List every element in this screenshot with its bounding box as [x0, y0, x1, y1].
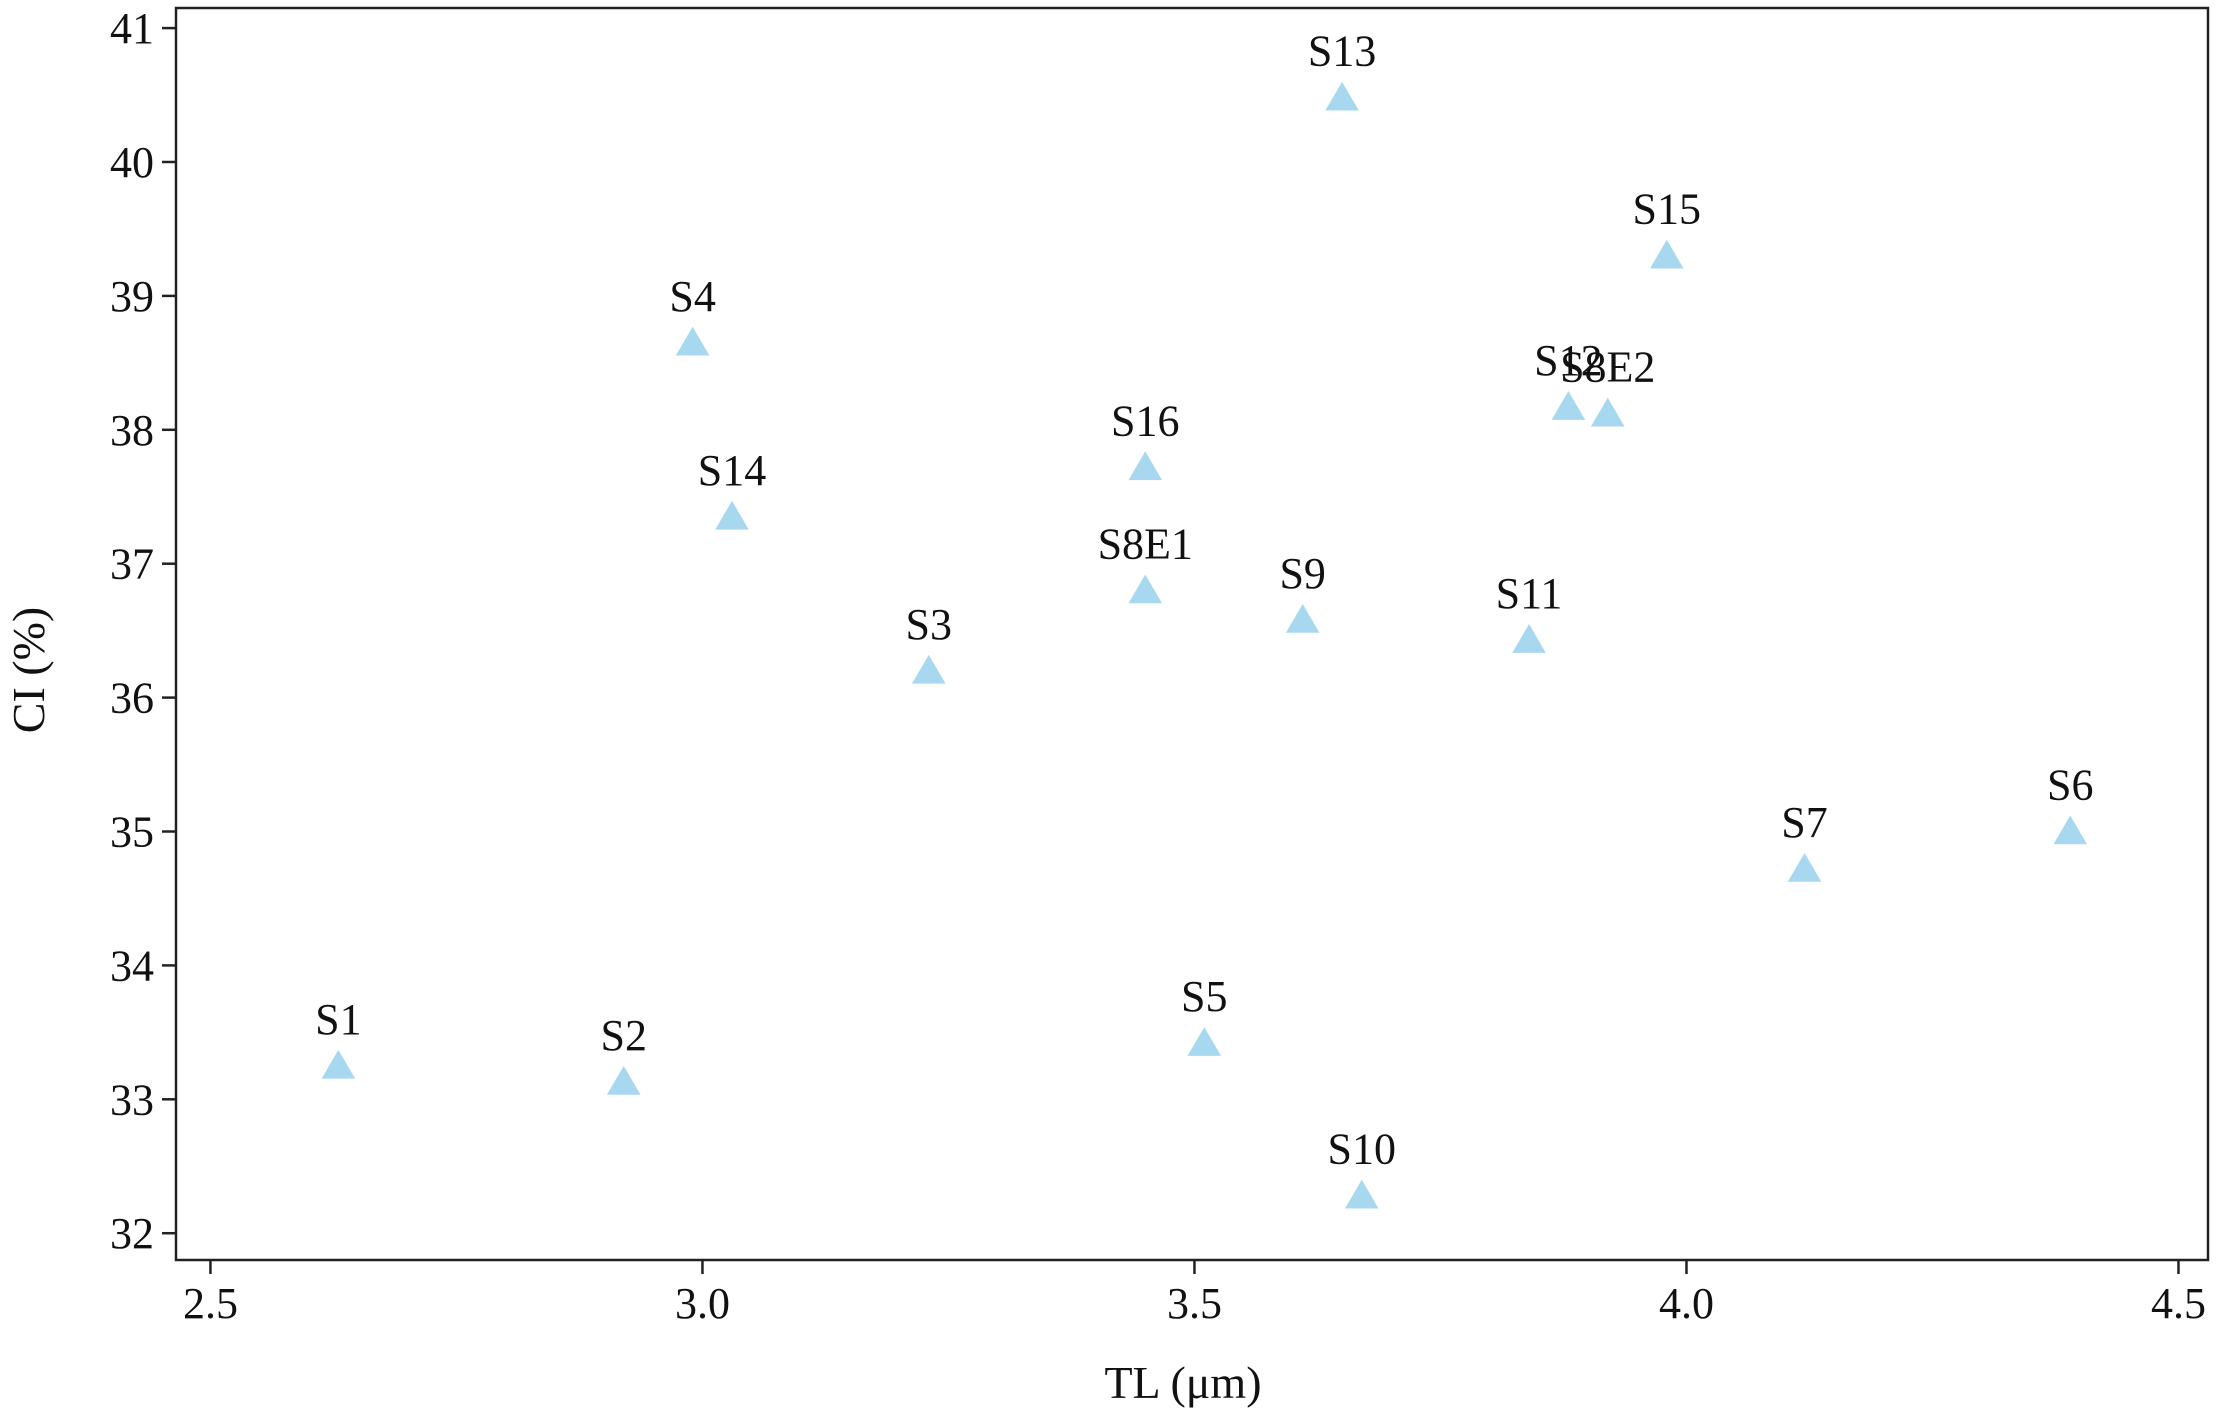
point-label-s15: S15: [1633, 185, 1701, 234]
data-point-s10: [1344, 1179, 1379, 1209]
data-point-s11: [1512, 624, 1546, 653]
y-tick-label: 32: [110, 1209, 154, 1258]
point-label-s9: S9: [1279, 549, 1325, 598]
point-label-s14: S14: [698, 446, 766, 495]
point-label-s12: S12: [1534, 336, 1602, 385]
data-point-s15: [1649, 239, 1684, 269]
data-point-s9: [1285, 603, 1320, 633]
data-point-s7: [1787, 853, 1822, 882]
y-tick-label: 34: [110, 941, 154, 990]
data-point-s1: [321, 1049, 356, 1079]
data-point-s13: [1325, 81, 1359, 111]
data-point-s12: [1551, 391, 1586, 420]
y-tick-label: 41: [110, 4, 154, 53]
y-tick-label: 37: [110, 540, 154, 589]
point-label-s5: S5: [1181, 972, 1227, 1021]
y-tick-label: 39: [110, 272, 154, 321]
data-point-s2: [606, 1065, 641, 1095]
point-label-s8e1: S8E1: [1098, 519, 1193, 568]
data-point-s3: [911, 654, 946, 684]
data-points: [321, 81, 2088, 1209]
point-label-s11: S11: [1496, 569, 1563, 618]
point-label-s1: S1: [315, 995, 361, 1044]
point-label-s16: S16: [1111, 396, 1179, 445]
y-axis: 32 33 34 35 36 37 38 39 40 41: [110, 4, 176, 1258]
x-axis: 2.5 3.0 3.5 4.0 4.5: [183, 1260, 2206, 1328]
y-tick-label: 38: [110, 406, 154, 455]
x-tick-label: 4.5: [2151, 1279, 2206, 1328]
plot-border: [174, 6, 2210, 1262]
y-tick-label: 36: [110, 674, 154, 723]
point-label-s13: S13: [1308, 27, 1376, 76]
point-labels: S1 S2 S3 S4 S5 S6 S7 S8E1 S8E2 S9 S10 S11 S12 S13 S14 S…: [315, 27, 2093, 1174]
point-label-s8e2: S8E2: [1560, 343, 1655, 392]
x-tick-label: 3.0: [675, 1279, 730, 1328]
x-tick-label: 4.0: [1659, 1279, 1714, 1328]
data-point-s14: [715, 500, 749, 530]
data-point-s8e2: [1590, 397, 1625, 427]
data-point-s8e1: [1128, 574, 1163, 604]
x-tick-label: 2.5: [183, 1279, 238, 1328]
point-label-s4: S4: [669, 272, 715, 321]
point-label-s10: S10: [1328, 1125, 1396, 1174]
y-tick-label: 40: [110, 138, 154, 187]
plot-area: [174, 6, 2210, 1262]
data-point-s5: [1187, 1027, 1222, 1056]
data-point-s4: [675, 326, 710, 356]
point-label-s2: S2: [600, 1011, 646, 1060]
y-tick-label: 35: [110, 808, 154, 857]
point-label-s7: S7: [1781, 798, 1827, 847]
data-point-s16: [1128, 451, 1163, 481]
point-label-s6: S6: [2047, 761, 2093, 810]
y-tick-label: 33: [110, 1075, 154, 1124]
data-point-s6: [2053, 815, 2088, 845]
point-label-s3: S3: [906, 600, 952, 649]
x-axis-label: TL (μm): [1104, 1357, 1261, 1408]
y-axis-label: CI (%): [3, 607, 54, 733]
x-tick-label: 3.5: [1167, 1279, 1222, 1328]
